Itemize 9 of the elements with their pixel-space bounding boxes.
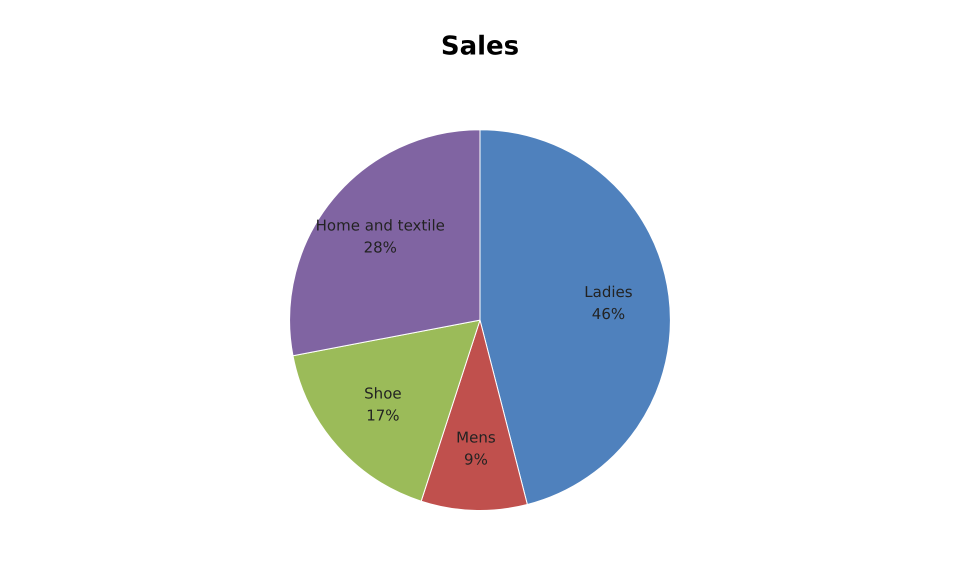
- slice-label: Ladies: [584, 282, 633, 301]
- data-label: 17%: [366, 406, 400, 425]
- slice-label: Mens: [456, 428, 496, 446]
- data-label: 28%: [364, 238, 397, 256]
- data-label: 46%: [592, 304, 626, 323]
- data-label: 9%: [464, 450, 488, 468]
- chart-title: Sales: [440, 31, 520, 62]
- slice-label: Shoe: [364, 384, 402, 403]
- slice-label: Home and textile: [316, 216, 445, 234]
